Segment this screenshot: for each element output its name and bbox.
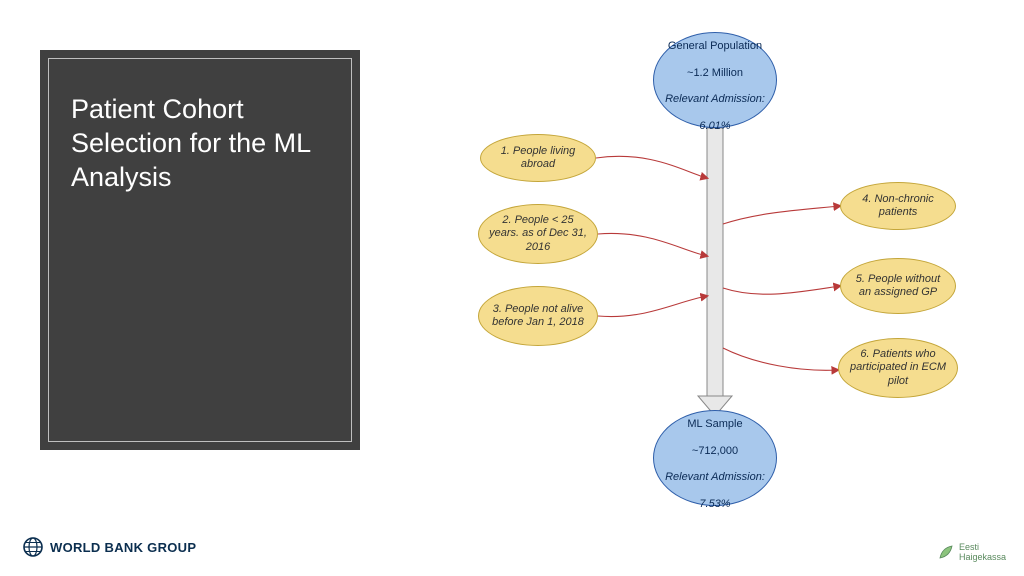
filter-edge xyxy=(723,206,840,224)
central-arrow xyxy=(698,128,732,416)
node-label: General Population ~1.2 Million Relevant… xyxy=(665,27,765,133)
flowchart: General Population ~1.2 Million Relevant… xyxy=(420,20,1010,510)
node-general-population: General Population ~1.2 Million Relevant… xyxy=(653,32,777,128)
filter-node: 5. People without an assigned GP xyxy=(840,258,956,314)
filter-label: 5. People without an assigned GP xyxy=(851,273,945,299)
filter-edge xyxy=(723,286,840,294)
leaf-icon xyxy=(936,542,956,562)
filter-node: 6. Patients who participated in ECM pilo… xyxy=(838,338,958,398)
filter-label: 6. Patients who participated in ECM pilo… xyxy=(849,348,947,388)
footer-right-logo: Eesti Haigekassa xyxy=(936,542,1006,562)
node-label: ML Sample ~712,000 Relevant Admission: 7… xyxy=(665,405,765,511)
filter-edge xyxy=(598,296,707,317)
filter-edge xyxy=(596,156,707,178)
globe-icon xyxy=(22,536,44,558)
title-inner: Patient Cohort Selection for the ML Anal… xyxy=(48,58,352,442)
filter-label: 2. People < 25 years. as of Dec 31, 2016 xyxy=(489,214,587,254)
filter-edge xyxy=(598,233,707,256)
filter-node: 3. People not alive before Jan 1, 2018 xyxy=(478,286,598,346)
filter-node: 4. Non-chronic patients xyxy=(840,182,956,230)
filter-label: 1. People living abroad xyxy=(491,145,585,171)
footer-right-text: Eesti Haigekassa xyxy=(959,542,1006,562)
page-title: Patient Cohort Selection for the ML Anal… xyxy=(71,93,329,194)
node-ml-sample: ML Sample ~712,000 Relevant Admission: 7… xyxy=(653,410,777,506)
filter-node: 1. People living abroad xyxy=(480,134,596,182)
title-panel: Patient Cohort Selection for the ML Anal… xyxy=(40,50,360,450)
filter-edge xyxy=(723,348,838,370)
filter-node: 2. People < 25 years. as of Dec 31, 2016 xyxy=(478,204,598,264)
footer-left-text: WORLD BANK GROUP xyxy=(50,540,196,555)
footer-left-logo: WORLD BANK GROUP xyxy=(22,536,196,558)
filter-label: 4. Non-chronic patients xyxy=(851,193,945,219)
filter-label: 3. People not alive before Jan 1, 2018 xyxy=(489,303,587,329)
